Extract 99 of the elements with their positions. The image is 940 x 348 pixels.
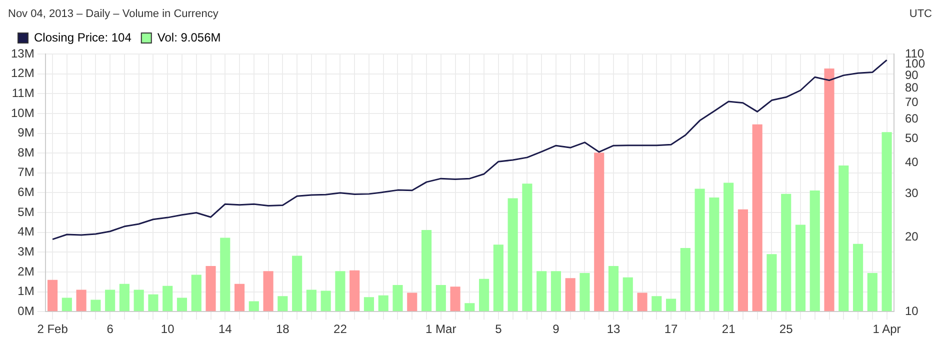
y-tick-label: 2M (18, 264, 34, 278)
bar (62, 298, 72, 312)
bar (838, 166, 849, 312)
y2-tick-label: 60 (904, 111, 919, 126)
bar (766, 254, 777, 312)
bar (479, 278, 490, 312)
bar (76, 290, 86, 312)
bar (652, 296, 662, 312)
x-tick-label: 22 (334, 322, 348, 336)
bar (378, 295, 388, 312)
bar (105, 290, 116, 312)
x-tick-label: 9 (552, 322, 560, 336)
bar (810, 190, 820, 312)
y2-tick-label: 80 (904, 80, 919, 95)
bar (278, 296, 288, 312)
bar (536, 271, 547, 312)
y2-tick-label: 50 (904, 131, 919, 146)
bar (292, 256, 302, 312)
bar (508, 198, 518, 312)
bar (694, 188, 705, 312)
x-tick-label: 14 (218, 322, 232, 336)
y-tick-label: 0M (18, 304, 34, 318)
y2-tick-label: 10 (904, 304, 919, 318)
bar (781, 194, 792, 312)
bar (795, 224, 806, 312)
y-tick-label: 3M (18, 244, 34, 258)
bar (148, 294, 158, 312)
bar (364, 297, 374, 312)
bar (350, 270, 360, 312)
x-tick-label: 13 (606, 322, 620, 336)
bar (565, 278, 576, 312)
bar (220, 238, 230, 312)
x-tick-label: 10 (160, 322, 175, 336)
x-tick-label: 2 Feb (37, 322, 68, 336)
bar (666, 298, 676, 312)
bar (421, 230, 432, 312)
x-tick-label: 17 (664, 322, 678, 336)
bar (263, 271, 274, 312)
x-tick-label: 25 (779, 322, 794, 336)
y-tick-label: 11M (12, 86, 34, 100)
x-tick-label: 5 (495, 322, 502, 336)
bar (392, 285, 403, 312)
bar (48, 280, 58, 312)
bar (464, 303, 475, 312)
y2-tick-label: 20 (904, 229, 919, 244)
bar (191, 274, 202, 312)
bar (637, 292, 648, 312)
bar (335, 271, 346, 312)
y2-tick-label: 30 (904, 186, 919, 200)
y-tick-label: 12M (11, 66, 34, 80)
y-tick-label: 6M (18, 185, 34, 200)
x-tick-label: 6 (106, 322, 114, 336)
bar (824, 68, 834, 312)
bar (450, 286, 460, 312)
y-tick-label: 10M (11, 106, 34, 120)
bar (176, 298, 188, 312)
bar (738, 209, 748, 312)
y-tick-label: 1M (18, 284, 34, 298)
bar (709, 197, 720, 312)
bar (306, 290, 316, 312)
bar (622, 277, 633, 312)
y2-tick-label: 70 (904, 94, 919, 109)
bar (724, 182, 734, 312)
bar (436, 285, 446, 312)
bar (407, 292, 418, 312)
bar (206, 266, 216, 312)
chart-subtitle: Nov 04, 2013 – Daily – Volume in Currency (8, 8, 218, 22)
y-tick-label: 9M (18, 126, 34, 140)
y-tick-label: 7M (18, 165, 34, 180)
bar (550, 271, 561, 312)
bar (867, 272, 878, 312)
y-tick-label: 5M (18, 204, 34, 219)
y2-tick-label: 40 (904, 154, 919, 169)
bar (580, 272, 590, 312)
legend-label: Closing Price: 104 (34, 30, 132, 44)
bar (594, 152, 604, 312)
y-tick-label: 13M (11, 46, 34, 60)
bar (522, 184, 532, 312)
x-tick-label: 1 Mar (426, 322, 456, 336)
bar (234, 284, 245, 312)
x-tick-label: 18 (276, 322, 290, 336)
bar (493, 244, 504, 312)
bar (119, 284, 130, 312)
bar (752, 124, 762, 312)
bar (882, 132, 892, 312)
y-tick-label: 8M (18, 145, 34, 160)
bar (248, 301, 259, 312)
x-tick-label: 21 (722, 322, 736, 336)
text: UTC (909, 8, 932, 20)
bar (320, 290, 331, 312)
bar (852, 244, 864, 312)
bar (134, 290, 144, 312)
bar (608, 266, 619, 312)
y-tick-label: 4M (18, 224, 34, 239)
legend-label: Vol: 9.056M (157, 30, 221, 44)
x-tick-label: 1 Apr (872, 322, 901, 336)
bar (680, 248, 690, 312)
bar (90, 300, 101, 312)
bar (162, 286, 173, 312)
